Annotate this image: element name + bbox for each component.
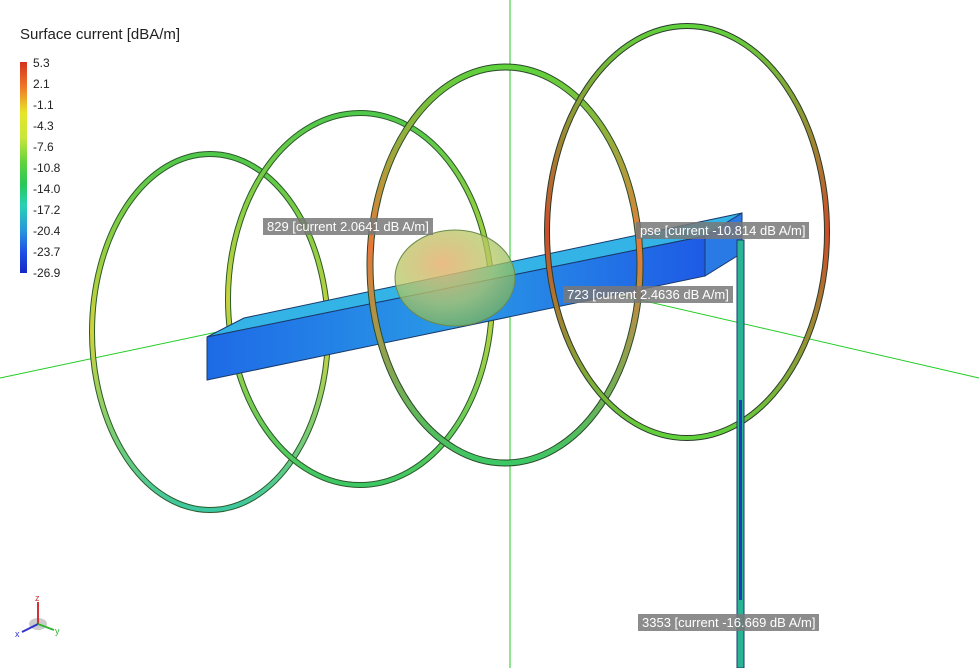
legend-tick: -4.3	[33, 119, 54, 133]
triad-y-label: y	[55, 626, 60, 636]
legend-tick: -14.0	[33, 182, 61, 196]
legend-tick: -7.6	[33, 140, 54, 154]
radiation-sphere	[394, 229, 516, 327]
legend-tick: -23.7	[33, 245, 61, 259]
legend-tick: 2.1	[33, 77, 50, 91]
legend-tick: -10.8	[33, 161, 61, 175]
legend-tick: -26.9	[33, 266, 61, 280]
legend-tick: -20.4	[33, 224, 61, 238]
probe-label-723[interactable]: 723 [current 2.4636 dB A/m]	[563, 286, 733, 303]
legend-title: Surface current [dBA/m]	[20, 26, 181, 43]
legend-tick: 5.3	[33, 56, 50, 70]
legend-colorbar	[20, 62, 27, 273]
probe-label-829[interactable]: 829 [current 2.0641 dB A/m]	[263, 218, 433, 235]
triad-z-label: z	[35, 593, 40, 603]
legend-tick: -1.1	[33, 98, 54, 112]
axis-triad-icon[interactable]: z x y	[14, 592, 64, 640]
probe-label-3353[interactable]: 3353 [current -16.669 dB A/m]	[638, 614, 820, 631]
legend-tick: -17.2	[33, 203, 61, 217]
triad-x-label: x	[15, 629, 20, 639]
probe-label-pse[interactable]: pse [current -10.814 dB A/m]	[636, 222, 810, 239]
